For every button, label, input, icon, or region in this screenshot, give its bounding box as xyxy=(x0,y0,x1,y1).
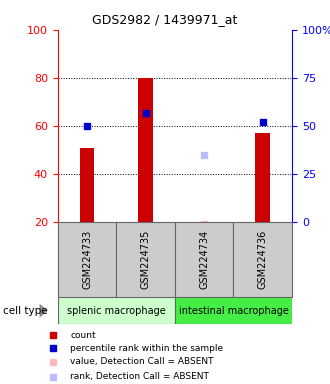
Text: percentile rank within the sample: percentile rank within the sample xyxy=(70,344,223,353)
Text: cell type: cell type xyxy=(3,306,48,316)
Bar xyxy=(58,297,175,324)
Text: GSM224735: GSM224735 xyxy=(141,230,150,289)
Bar xyxy=(197,222,212,224)
Bar xyxy=(58,222,116,297)
Text: GSM224734: GSM224734 xyxy=(199,230,209,289)
Text: value, Detection Call = ABSENT: value, Detection Call = ABSENT xyxy=(70,358,214,366)
Bar xyxy=(80,147,94,222)
Text: splenic macrophage: splenic macrophage xyxy=(67,306,166,316)
Text: rank, Detection Call = ABSENT: rank, Detection Call = ABSENT xyxy=(70,372,209,381)
Text: count: count xyxy=(70,331,96,340)
Bar xyxy=(116,222,175,297)
Text: GDS2982 / 1439971_at: GDS2982 / 1439971_at xyxy=(92,13,238,26)
Text: GSM224736: GSM224736 xyxy=(258,230,268,289)
Text: intestinal macrophage: intestinal macrophage xyxy=(179,306,288,316)
Bar xyxy=(255,133,270,222)
Text: GSM224733: GSM224733 xyxy=(82,230,92,289)
Bar xyxy=(175,297,292,324)
Bar xyxy=(138,78,153,222)
Bar xyxy=(175,222,234,297)
Polygon shape xyxy=(40,304,48,318)
Bar xyxy=(234,222,292,297)
